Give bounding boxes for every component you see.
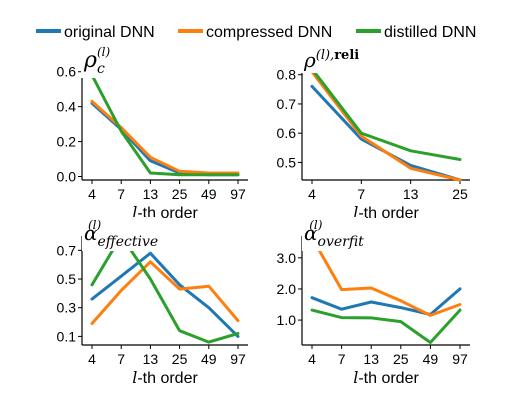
series-line-distilled <box>310 308 462 344</box>
x-tick-label: 13 <box>143 186 159 202</box>
panel-title-symbol: ρ <box>83 48 97 73</box>
series-line-original <box>310 287 462 316</box>
panel-title-subscript: c <box>97 61 105 77</box>
x-tick-label: 7 <box>357 186 365 202</box>
series-line-distilled <box>90 73 240 177</box>
x-tick-label: 25 <box>172 351 188 367</box>
y-tick-label: 0.0 <box>57 169 77 185</box>
panel-title: αoverfit (l) <box>302 217 367 251</box>
y-tick-label: 1.0 <box>277 312 297 328</box>
panel-title-text: ρc (l) <box>83 45 111 77</box>
x-axis-label-text: -th order <box>137 370 198 387</box>
x-tick-label: 97 <box>230 351 246 367</box>
x-tick-label: 25 <box>172 186 188 202</box>
y-tick-label: 0.4 <box>57 99 77 115</box>
panel-title-text: ρ(l),reli <box>303 48 359 72</box>
panel-title-text: αeffective (l) <box>84 218 158 250</box>
chart-panel-2: 4 7 13 25 0.5 0.6 0.7 0.8 l-th order ρ(l),reli <box>277 47 470 222</box>
x-tick-label: 49 <box>201 351 217 367</box>
series-line-distilled <box>310 67 462 161</box>
chart-panel-4: 4 7 13 25 49 97 1.0 2.0 3.0 l-th order αoverfit (l) <box>277 217 470 387</box>
x-tick-label: 49 <box>201 186 217 202</box>
x-tick-label: 4 <box>88 351 96 367</box>
panel-title-superscript-bold: reli <box>334 48 359 63</box>
y-tick-label: 0.5 <box>277 154 297 170</box>
x-axis-label-text: -th order <box>358 370 419 387</box>
panel-title-background <box>82 217 161 251</box>
y-tick-label: 0.7 <box>57 242 77 258</box>
x-axis-label-var: l <box>132 368 137 387</box>
panel-title-text: αoverfit (l) <box>304 218 364 250</box>
legend-label-original: original DNN <box>64 24 155 41</box>
x-axis-label-text: -th order <box>358 205 419 222</box>
x-tick-label: 97 <box>452 351 468 367</box>
y-tick-label: 0.5 <box>57 271 77 287</box>
panel-title: αeffective (l) <box>82 217 161 251</box>
y-tick-label: 0.6 <box>57 64 77 80</box>
x-tick-label: 7 <box>117 351 125 367</box>
y-tick-label: 0.7 <box>277 96 297 112</box>
x-tick-label: 7 <box>117 186 125 202</box>
panel-title-background <box>301 47 362 73</box>
panel-title-subscript: overfit <box>318 234 365 250</box>
x-tick-label: 13 <box>403 186 419 202</box>
x-tick-label: 13 <box>363 351 379 367</box>
x-tick-label: 4 <box>308 186 316 202</box>
x-axis-label-var: l <box>353 368 358 387</box>
x-axis-label: l-th order <box>132 368 198 387</box>
y-tick-label: 0.6 <box>277 125 297 141</box>
panel-title-background <box>81 44 113 78</box>
x-tick-label: 25 <box>393 351 409 367</box>
y-tick-label: 0.1 <box>57 328 77 344</box>
y-tick-label: 2.0 <box>277 281 297 297</box>
series-line-compressed <box>90 260 240 325</box>
x-tick-label: 97 <box>230 186 246 202</box>
y-tick-label: 0.3 <box>57 300 77 316</box>
series-line-compressed <box>90 99 240 175</box>
panel-title: ρ(l),reli <box>301 47 362 73</box>
x-tick-label: 13 <box>143 351 159 367</box>
panel-title-symbol: α <box>84 221 98 245</box>
x-tick-label: 7 <box>338 351 346 367</box>
legend: original DNN compressed DNN distilled DN… <box>36 24 476 41</box>
panel-title-superscript: (l) <box>97 45 111 59</box>
y-tick-label: 0.2 <box>57 134 77 150</box>
x-tick-label: 25 <box>452 186 468 202</box>
x-tick-label: 49 <box>423 351 439 367</box>
x-axis-label-var: l <box>132 203 137 222</box>
chart-panel-3: 4 7 13 25 49 97 0.1 0.3 0.5 0.7 l-th order αeffecti… <box>57 217 248 387</box>
panel-title-subscript: effective <box>98 234 159 250</box>
x-axis-label-var: l <box>353 203 358 222</box>
series-line-compressed <box>310 236 462 317</box>
legend-label-distilled: distilled DNN <box>384 24 476 41</box>
panel-title-symbol: α <box>304 221 318 245</box>
panel-title-superscript: (l) <box>88 218 102 232</box>
series-line-distilled <box>90 234 240 344</box>
panel-title-superscript: (l) <box>309 218 323 232</box>
legend-label-compressed: compressed DNN <box>206 24 332 41</box>
x-axis-label: l-th order <box>353 203 419 222</box>
series-line-original <box>90 251 240 338</box>
x-axis-label: l-th order <box>353 368 419 387</box>
panel-title-background <box>302 217 367 251</box>
panel-title-symbol: ρ <box>303 48 316 72</box>
panel-title-superscript: (l), <box>316 48 334 63</box>
series-line-compressed <box>310 70 462 182</box>
panel-title: ρc (l) <box>81 44 113 78</box>
x-tick-label: 4 <box>88 186 96 202</box>
y-tick-label: 3.0 <box>277 250 297 266</box>
x-tick-label: 4 <box>308 351 316 367</box>
y-tick-label: 0.8 <box>277 67 297 83</box>
